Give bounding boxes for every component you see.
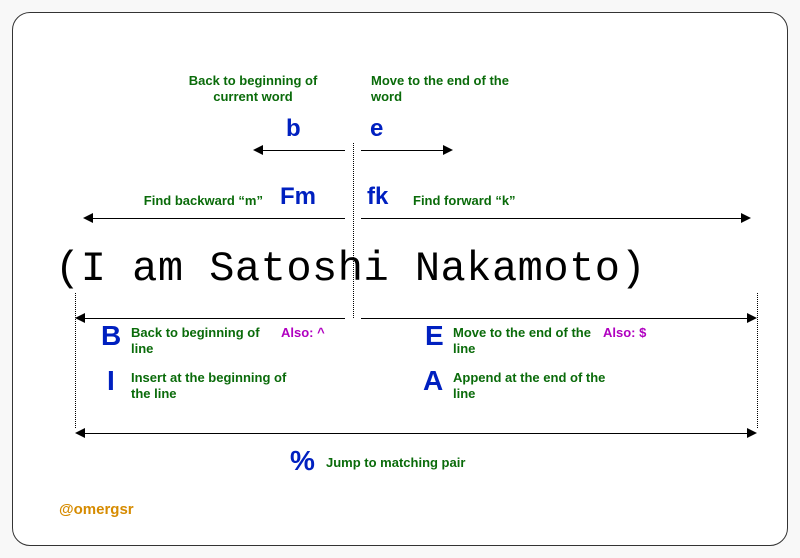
arrow-fk-head (741, 213, 751, 223)
key-I: I (107, 365, 115, 397)
arrow-E-head (747, 313, 757, 323)
arrow-e-head (443, 145, 453, 155)
arrow-B-line (85, 318, 345, 319)
arrow-pct-line (85, 433, 747, 434)
arrow-e-line (361, 150, 443, 151)
arrow-Fm-line (93, 218, 345, 219)
key-B: B (101, 320, 121, 352)
arrow-B-head (75, 313, 85, 323)
desc-fk: Find forward “k” (413, 193, 563, 209)
desc-Fm: Find backward “m” (113, 193, 263, 209)
desc-b: Back to beginning of current word (168, 73, 338, 106)
arrow-b-line (263, 150, 345, 151)
key-percent: % (290, 445, 315, 477)
key-b: b (286, 115, 301, 143)
credit: @omergsr (59, 501, 134, 518)
key-Fm: Fm (280, 183, 316, 211)
arrow-Fm-head (83, 213, 93, 223)
key-e: e (370, 115, 383, 143)
also-E: Also: $ (603, 325, 646, 340)
desc-I: Insert at the beginning of the line (131, 370, 301, 403)
arrow-pct-head-r (747, 428, 757, 438)
cheatsheet-card: Back to beginning of current word Move t… (12, 12, 788, 546)
right-edge-divider (757, 293, 758, 428)
key-E: E (425, 320, 444, 352)
arrow-E-line (361, 318, 747, 319)
desc-A: Append at the end of the line (453, 370, 613, 403)
sample-text: (I am Satoshi Nakamoto) (55, 245, 646, 293)
key-A: A (423, 365, 443, 397)
desc-B: Back to beginning of line (131, 325, 276, 358)
key-fk: fk (367, 183, 388, 211)
arrow-b-head (253, 145, 263, 155)
arrow-pct-head-l (75, 428, 85, 438)
desc-e: Move to the end of the word (371, 73, 521, 106)
also-B: Also: ^ (281, 325, 325, 340)
arrow-fk-line (361, 218, 741, 219)
desc-E: Move to the end of the line (453, 325, 598, 358)
desc-percent: Jump to matching pair (326, 455, 465, 471)
